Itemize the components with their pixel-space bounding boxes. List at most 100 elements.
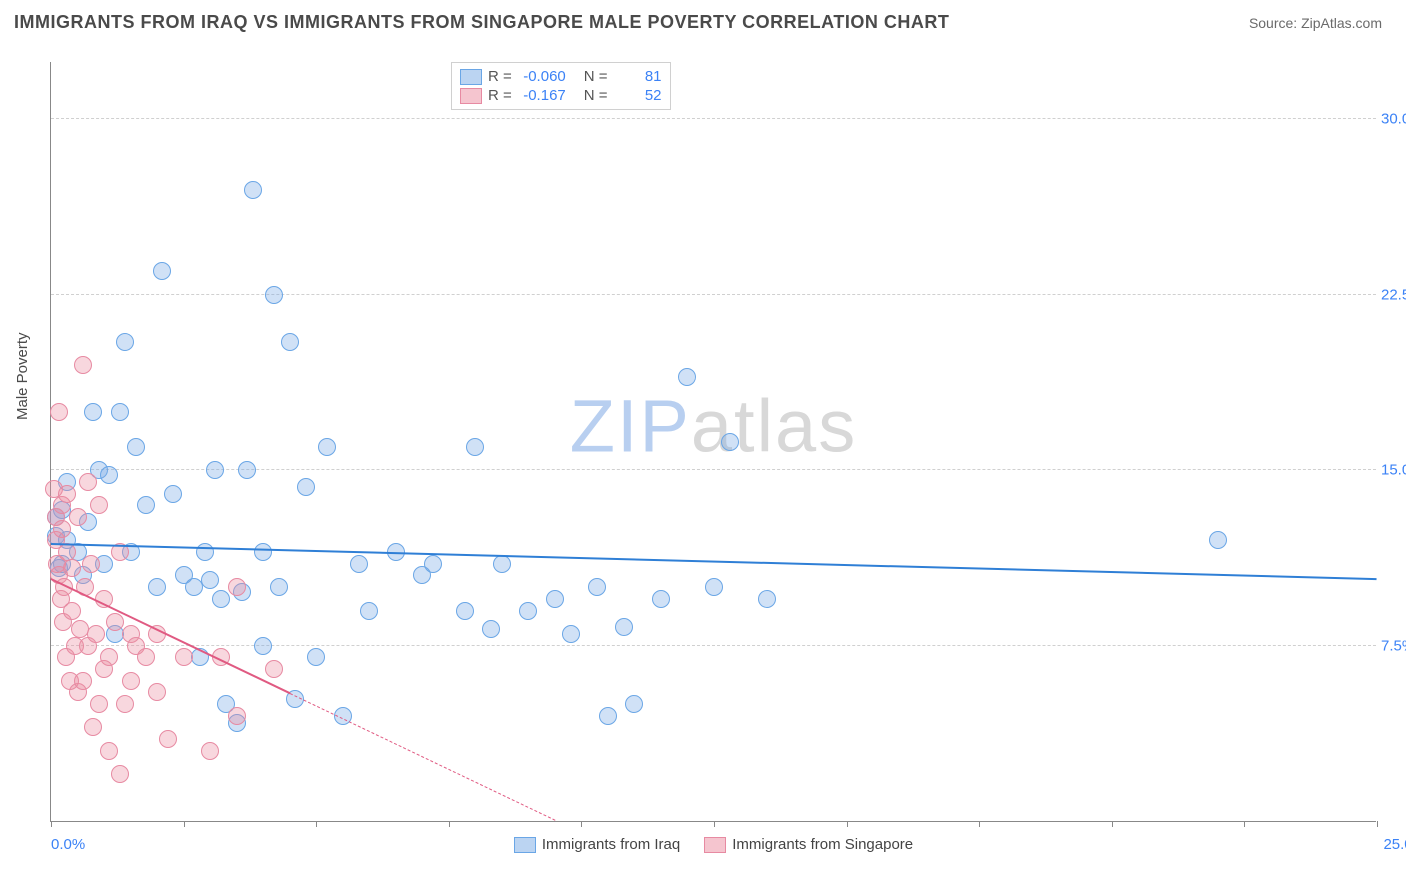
legend-swatch-2 [704, 837, 726, 853]
legend-label-2: Immigrants from Singapore [732, 836, 913, 853]
stats-r-label-2: R = [488, 87, 512, 104]
x-tick [979, 821, 980, 827]
stats-swatch-1 [460, 69, 482, 85]
data-point [721, 433, 739, 451]
data-point [307, 648, 325, 666]
data-point [625, 695, 643, 713]
data-point [228, 707, 246, 725]
legend-swatch-1 [514, 837, 536, 853]
gridline-h [51, 294, 1376, 295]
data-point [87, 625, 105, 643]
stats-r-value-2: -0.167 [518, 87, 566, 104]
legend-item-1: Immigrants from Iraq [514, 836, 680, 853]
x-tick [449, 821, 450, 827]
data-point [84, 403, 102, 421]
data-point [238, 461, 256, 479]
gridline-h [51, 645, 1376, 646]
data-point [84, 718, 102, 736]
data-point [100, 648, 118, 666]
data-point [254, 637, 272, 655]
x-tick [184, 821, 185, 827]
y-axis-title: Male Poverty [14, 332, 31, 420]
data-point [148, 578, 166, 596]
data-point [212, 590, 230, 608]
data-point [111, 403, 129, 421]
y-tick-label: 7.5% [1381, 637, 1406, 654]
x-tick [51, 821, 52, 827]
data-point [254, 543, 272, 561]
data-point [63, 602, 81, 620]
data-point [281, 333, 299, 351]
data-point [111, 765, 129, 783]
correlation-stats-box: R = -0.060 N = 81 R = -0.167 N = 52 [451, 62, 671, 110]
data-point [90, 695, 108, 713]
data-point [116, 695, 134, 713]
header-bar: IMMIGRANTS FROM IRAQ VS IMMIGRANTS FROM … [0, 0, 1406, 41]
data-point [175, 648, 193, 666]
x-tick [581, 821, 582, 827]
data-point [652, 590, 670, 608]
legend: Immigrants from Iraq Immigrants from Sin… [51, 836, 1376, 853]
watermark-atlas: atlas [691, 385, 857, 468]
data-point [50, 403, 68, 421]
data-point [106, 613, 124, 631]
source-attribution: Source: ZipAtlas.com [1249, 15, 1382, 31]
data-point [466, 438, 484, 456]
y-tick-label: 30.0% [1381, 111, 1406, 128]
data-point [53, 520, 71, 538]
data-point [137, 496, 155, 514]
data-point [244, 181, 262, 199]
data-point [705, 578, 723, 596]
data-point [588, 578, 606, 596]
stats-row-series-1: R = -0.060 N = 81 [460, 67, 662, 86]
data-point [90, 496, 108, 514]
data-point [456, 602, 474, 620]
chart-plot-area: ZIPatlas R = -0.060 N = 81 R = -0.167 N … [50, 62, 1376, 822]
stats-row-series-2: R = -0.167 N = 52 [460, 86, 662, 105]
x-tick [714, 821, 715, 827]
x-tick [847, 821, 848, 827]
x-tick [316, 821, 317, 827]
legend-item-2: Immigrants from Singapore [704, 836, 913, 853]
data-point [74, 672, 92, 690]
trend-line [51, 543, 1377, 580]
data-point [599, 707, 617, 725]
data-point [74, 356, 92, 374]
x-tick [1244, 821, 1245, 827]
watermark-zip: ZIP [570, 385, 691, 468]
data-point [678, 368, 696, 386]
data-point [270, 578, 288, 596]
x-tick [1112, 821, 1113, 827]
data-point [153, 262, 171, 280]
data-point [69, 508, 87, 526]
data-point [265, 660, 283, 678]
data-point [265, 286, 283, 304]
source-prefix: Source: [1249, 15, 1301, 31]
trend-line-extrapolated [289, 693, 555, 821]
data-point [127, 438, 145, 456]
data-point [201, 742, 219, 760]
data-point [82, 555, 100, 573]
data-point [206, 461, 224, 479]
data-point [562, 625, 580, 643]
x-tick [1377, 821, 1378, 827]
data-point [615, 618, 633, 636]
data-point [58, 485, 76, 503]
data-point [424, 555, 442, 573]
data-point [79, 473, 97, 491]
data-point [122, 672, 140, 690]
y-tick-label: 22.5% [1381, 286, 1406, 303]
stats-n-label-1: N = [584, 68, 608, 85]
data-point [297, 478, 315, 496]
data-point [519, 602, 537, 620]
stats-r-label-1: R = [488, 68, 512, 85]
stats-n-value-1: 81 [614, 68, 662, 85]
data-point [63, 559, 81, 577]
data-point [196, 543, 214, 561]
data-point [116, 333, 134, 351]
legend-label-1: Immigrants from Iraq [542, 836, 680, 853]
stats-r-value-1: -0.060 [518, 68, 566, 85]
data-point [100, 742, 118, 760]
watermark: ZIPatlas [570, 384, 857, 469]
data-point [482, 620, 500, 638]
